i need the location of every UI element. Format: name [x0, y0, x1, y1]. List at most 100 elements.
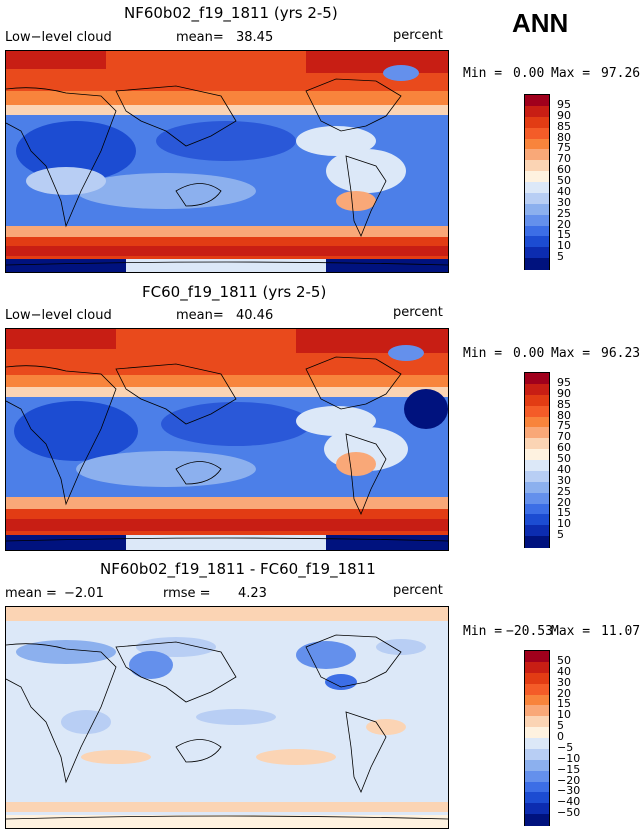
panel-1-units: percent — [393, 28, 443, 43]
colorbar-swatch — [525, 803, 549, 815]
colorbar-tick-label: 5 — [557, 719, 564, 733]
colorbar-tick-label: 30 — [557, 675, 571, 689]
panel-3-mean-label: mean = — [5, 586, 57, 601]
colorbar-tick-label: 50 — [557, 452, 571, 465]
colorbar-tick-label: 95 — [557, 375, 571, 389]
panel-2-max-value: 96.23 — [601, 346, 641, 361]
colorbar-swatch — [525, 759, 549, 772]
panel-1-min-label: Min = — [463, 66, 503, 81]
colorbar-swatch — [525, 438, 549, 450]
colorbar-tick-label: 20 — [557, 217, 571, 231]
panel-2-title: FC60_f19_1811 (yrs 2-5) — [142, 283, 327, 301]
panel-1-mean-label: mean= — [176, 30, 224, 45]
colorbar-tick-label: 70 — [557, 430, 571, 444]
colorbar-tick-label: 80 — [557, 130, 571, 144]
colorbar-tick-label: 90 — [557, 108, 571, 122]
colorbar-swatch — [525, 683, 549, 695]
colorbar-swatch — [525, 716, 549, 728]
colorbar-tick-label: 30 — [557, 195, 571, 209]
colorbar-tick-label: −15 — [557, 762, 581, 776]
colorbar-tick-label: 90 — [557, 386, 571, 400]
colorbar-tick-label: 30 — [557, 473, 571, 487]
colorbar-swatch — [525, 127, 549, 139]
colorbar-swatch — [525, 748, 549, 761]
panel-2-units: percent — [393, 305, 443, 320]
colorbar-tick-label: −50 — [557, 806, 581, 820]
panel-2-mean-value: 40.46 — [236, 308, 274, 323]
colorbar-tick-label: 70 — [557, 152, 571, 166]
panel-3-rmse-value: 4.23 — [238, 586, 267, 601]
colorbar-tick-label: 85 — [557, 397, 571, 411]
colorbar-swatch — [525, 236, 549, 248]
colorbar-swatch — [525, 449, 549, 461]
colorbar-tick-label: 5 — [557, 250, 564, 264]
panel-3-max-label: Max = — [551, 624, 591, 639]
panel-2-variable-label: Low−level cloud — [5, 308, 112, 323]
panel-3-min-value: −20.53 — [506, 624, 553, 639]
colorbar-swatch — [525, 182, 549, 194]
colorbar-swatch — [525, 138, 549, 150]
colorbar-tick-label: 25 — [557, 206, 571, 220]
colorbar-swatch — [525, 394, 549, 407]
panel-2-colorbar — [524, 372, 550, 548]
colorbar-tick-label: 15 — [557, 228, 571, 242]
colorbar-tick-label: −20 — [557, 773, 581, 787]
colorbar-swatch — [525, 383, 549, 396]
panel-2-min-value: 0.00 — [513, 346, 545, 361]
colorbar-tick-label: 10 — [557, 708, 571, 722]
panel-1-min-value: 0.00 — [513, 66, 545, 81]
colorbar-tick-label: 15 — [557, 697, 571, 711]
colorbar-swatch — [525, 460, 549, 472]
colorbar-tick-label: −10 — [557, 751, 581, 765]
colorbar-tick-label: −5 — [557, 740, 574, 754]
colorbar-tick-label: 25 — [557, 484, 571, 498]
colorbar-tick-label: 10 — [557, 239, 571, 253]
panel-1-title: NF60b02_f19_1811 (yrs 2-5) — [124, 4, 338, 22]
colorbar-swatch — [525, 203, 549, 216]
panel-2-map — [5, 328, 449, 551]
colorbar-swatch — [525, 214, 549, 226]
colorbar-swatch — [525, 781, 549, 793]
colorbar-swatch — [525, 171, 549, 183]
panel-1-variable-label: Low−level cloud — [5, 30, 112, 45]
colorbar-swatch — [525, 661, 549, 674]
colorbar-swatch — [525, 416, 549, 428]
colorbar-swatch — [525, 105, 549, 118]
colorbar-swatch — [525, 694, 549, 706]
panel-2-mean-label: mean= — [176, 308, 224, 323]
colorbar-swatch — [525, 247, 549, 259]
colorbar-tick-label: 40 — [557, 184, 571, 198]
colorbar-swatch — [525, 373, 549, 385]
colorbar-tick-label: 20 — [557, 686, 571, 700]
colorbar-swatch — [525, 160, 549, 172]
colorbar-tick-label: 50 — [557, 653, 571, 667]
panel-2-min-label: Min = — [463, 346, 503, 361]
colorbar-swatch — [525, 470, 549, 483]
colorbar-swatch — [525, 225, 549, 237]
season-label: ANN — [512, 8, 569, 38]
panel-1-colorbar — [524, 94, 550, 270]
colorbar-swatch — [525, 481, 549, 494]
colorbar-swatch — [525, 514, 549, 526]
colorbar-tick-label: 0 — [557, 730, 564, 743]
colorbar-swatch — [525, 503, 549, 515]
colorbar-swatch — [525, 738, 549, 750]
colorbar-tick-label: 60 — [557, 441, 571, 455]
colorbar-tick-label: 95 — [557, 97, 571, 111]
panel-1-map — [5, 50, 449, 273]
panel-3-max-value: 11.07 — [601, 624, 641, 639]
colorbar-swatch — [525, 672, 549, 685]
colorbar-swatch — [525, 149, 549, 161]
colorbar-tick-label: 60 — [557, 163, 571, 177]
colorbar-swatch — [525, 814, 549, 826]
panel-3-mean-value: −2.01 — [64, 586, 104, 601]
colorbar-swatch — [525, 525, 549, 537]
colorbar-swatch — [525, 258, 549, 270]
colorbar-tick-label: −40 — [557, 795, 581, 809]
panel-3-map — [5, 606, 449, 829]
panel-3-colorbar — [524, 650, 550, 826]
colorbar-swatch — [525, 770, 549, 782]
colorbar-swatch — [525, 492, 549, 504]
colorbar-tick-label: 75 — [557, 141, 571, 155]
panel-3-units: percent — [393, 583, 443, 598]
